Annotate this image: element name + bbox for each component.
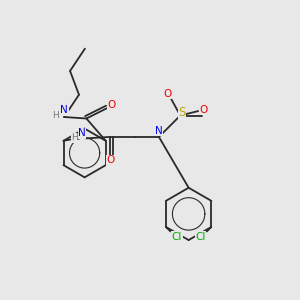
Text: S: S <box>178 106 185 119</box>
Text: Cl: Cl <box>172 232 182 242</box>
Text: O: O <box>200 105 208 115</box>
Text: N: N <box>155 126 163 136</box>
Text: H: H <box>71 133 78 142</box>
Text: Cl: Cl <box>195 232 206 242</box>
Text: N: N <box>60 106 68 116</box>
Text: O: O <box>107 100 116 110</box>
Text: O: O <box>164 89 172 99</box>
Text: O: O <box>106 155 114 165</box>
Text: N: N <box>78 128 86 138</box>
Text: H: H <box>52 111 59 120</box>
